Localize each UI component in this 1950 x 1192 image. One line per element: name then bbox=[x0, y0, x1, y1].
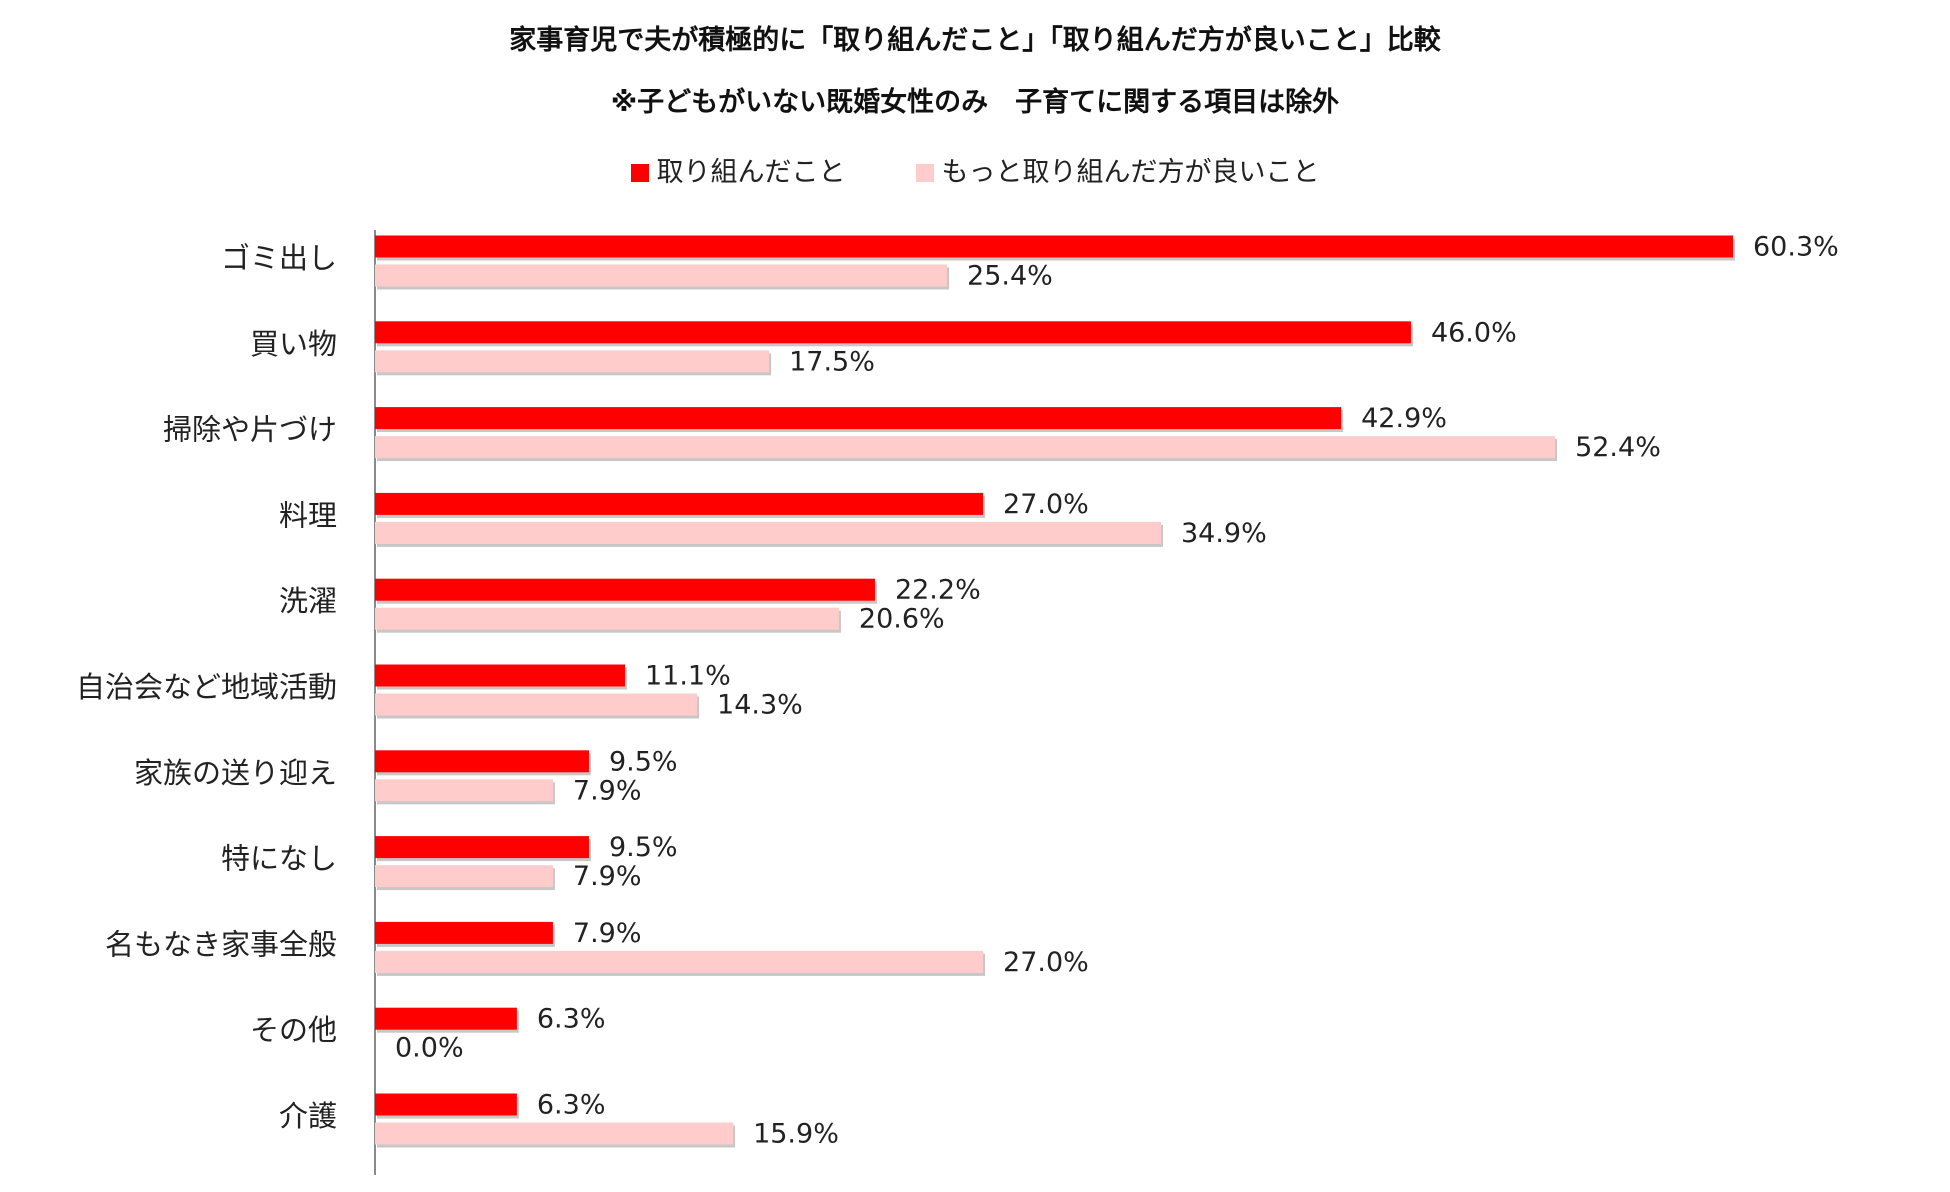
bar-series-1 bbox=[375, 1093, 517, 1116]
category-label: 自治会など地域活動 bbox=[76, 670, 337, 704]
category-label: 買い物 bbox=[250, 327, 337, 361]
chart-subtitle: ※子どもがいない既婚女性のみ 子育てに関する項目は除外 bbox=[610, 87, 1340, 118]
category-label: 家族の送り迎え bbox=[134, 756, 337, 790]
bar-series-1 bbox=[375, 1007, 517, 1030]
bar-series-2 bbox=[375, 693, 698, 716]
bar-series-1 bbox=[375, 321, 1411, 344]
category-label: ゴミ出し bbox=[221, 241, 337, 275]
chart-title: 家事育児で夫が積極的に「取り組んだこと」「取り組んだ方が良いこと」比較 bbox=[509, 25, 1441, 56]
legend-swatch-series-2 bbox=[915, 163, 934, 182]
bar-series-1 bbox=[375, 836, 589, 859]
bar-series-2 bbox=[375, 779, 553, 802]
data-label: 7.9% bbox=[573, 861, 642, 892]
data-label: 7.9% bbox=[573, 918, 642, 949]
bar-series-1 bbox=[375, 578, 875, 601]
bar-series-2 bbox=[375, 264, 948, 287]
bar-series-1 bbox=[375, 235, 1733, 258]
bar-series-1 bbox=[375, 492, 984, 515]
category-label: 掃除や片づけ bbox=[163, 413, 337, 447]
data-label: 9.5% bbox=[609, 832, 678, 863]
data-label: 42.9% bbox=[1361, 403, 1447, 434]
data-label: 11.1% bbox=[645, 661, 731, 692]
data-label: 6.3% bbox=[537, 1090, 606, 1121]
data-label: 14.3% bbox=[717, 690, 803, 721]
category-label: その他 bbox=[250, 1013, 337, 1047]
category-label: 特になし bbox=[221, 842, 337, 876]
category-label: 名もなき家事全般 bbox=[105, 927, 337, 961]
data-label: 46.0% bbox=[1431, 317, 1517, 348]
data-label: 34.9% bbox=[1181, 518, 1267, 549]
data-label: 25.4% bbox=[967, 261, 1053, 292]
legend-label-series-1: 取り組んだこと bbox=[656, 157, 846, 188]
bar-series-2 bbox=[375, 436, 1556, 459]
data-label: 17.5% bbox=[789, 346, 875, 377]
category-label: 洗濯 bbox=[279, 584, 337, 618]
legend-label-series-2: もっと取り組んだ方が良いこと bbox=[941, 157, 1320, 188]
data-label: 6.3% bbox=[537, 1004, 606, 1035]
bar-series-2 bbox=[375, 865, 553, 888]
data-label: 27.0% bbox=[1003, 947, 1089, 978]
category-label: 料理 bbox=[279, 498, 337, 532]
bar-series-1 bbox=[375, 407, 1342, 430]
data-label: 15.9% bbox=[753, 1119, 839, 1150]
legend-item-series-2: もっと取り組んだ方が良いこと bbox=[915, 150, 1320, 189]
bar-series-2 bbox=[375, 607, 839, 630]
bar-series-1 bbox=[375, 750, 589, 773]
data-label: 60.3% bbox=[1753, 232, 1839, 263]
bar-series-2 bbox=[375, 950, 984, 973]
legend-item-series-1: 取り組んだこと bbox=[630, 150, 846, 189]
data-label: 9.5% bbox=[609, 746, 678, 777]
data-label: 27.0% bbox=[1003, 489, 1089, 520]
legend: 取り組んだこと もっと取り組んだ方が良いこと bbox=[0, 150, 1950, 189]
bar-series-2 bbox=[375, 350, 770, 373]
bar-series-1 bbox=[375, 664, 625, 687]
bar-series-2 bbox=[375, 1122, 734, 1145]
data-label: 52.4% bbox=[1575, 432, 1661, 463]
bar-series-1 bbox=[375, 921, 553, 944]
category-label: 介護 bbox=[279, 1099, 337, 1133]
data-label: 22.2% bbox=[895, 575, 981, 606]
data-label: 0.0% bbox=[395, 1033, 464, 1064]
data-label: 7.9% bbox=[573, 775, 642, 806]
legend-swatch-series-1 bbox=[630, 163, 649, 182]
data-label: 20.6% bbox=[859, 604, 945, 635]
bar-series-2 bbox=[375, 521, 1161, 544]
